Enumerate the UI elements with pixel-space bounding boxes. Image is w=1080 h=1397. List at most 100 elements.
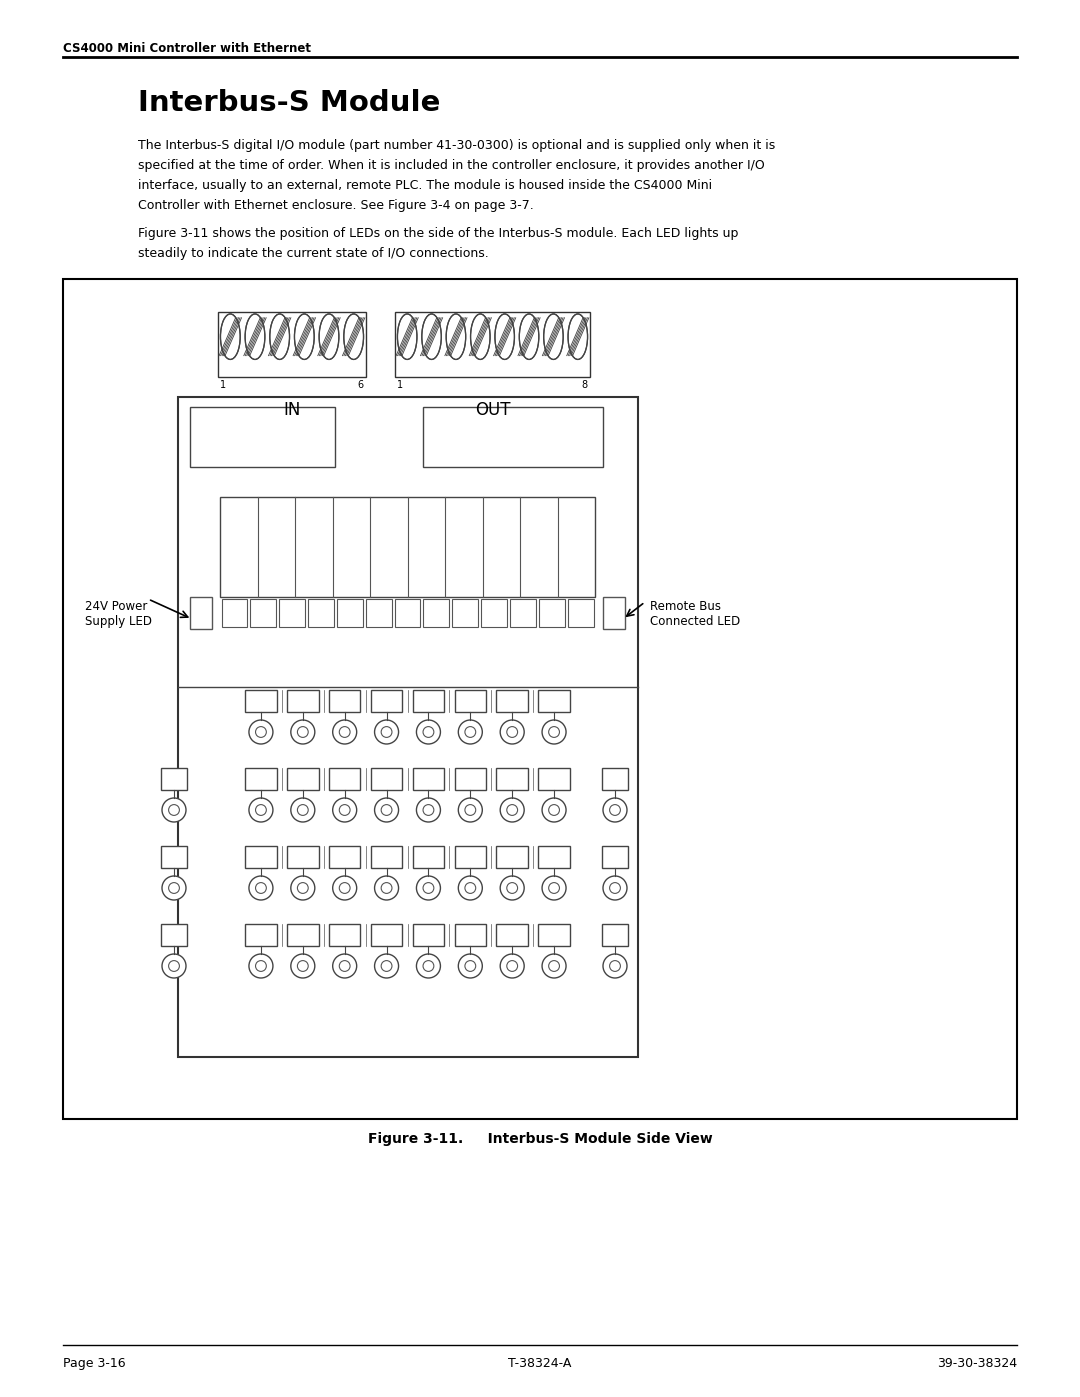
Bar (538, 847, 570, 868)
Text: specified at the time of order. When it is included in the controller enclosure,: specified at the time of order. When it … (138, 159, 765, 172)
Bar (218, 312, 366, 377)
Bar (287, 690, 319, 712)
Bar (370, 768, 402, 789)
Circle shape (375, 719, 399, 745)
Text: 1: 1 (220, 380, 226, 390)
Circle shape (339, 883, 350, 894)
Circle shape (297, 805, 308, 816)
Circle shape (256, 726, 267, 738)
Bar (423, 599, 449, 627)
Circle shape (603, 954, 627, 978)
Circle shape (458, 954, 483, 978)
Circle shape (603, 798, 627, 821)
Circle shape (297, 726, 308, 738)
Bar (220, 497, 595, 597)
Circle shape (297, 883, 308, 894)
Bar (161, 768, 187, 789)
Circle shape (375, 954, 399, 978)
Text: interface, usually to an external, remote PLC. The module is housed inside the C: interface, usually to an external, remot… (138, 179, 712, 191)
Circle shape (507, 961, 517, 971)
Circle shape (609, 805, 620, 816)
Circle shape (549, 805, 559, 816)
Bar (394, 599, 420, 627)
Bar (161, 923, 187, 946)
Bar (602, 768, 627, 789)
Circle shape (507, 805, 517, 816)
Text: IN: IN (283, 401, 300, 419)
Bar (329, 923, 361, 946)
Bar (538, 690, 570, 712)
Bar (455, 690, 486, 712)
Circle shape (458, 798, 483, 821)
Circle shape (542, 798, 566, 821)
Circle shape (333, 954, 356, 978)
Bar (395, 312, 590, 377)
Bar (497, 923, 528, 946)
Circle shape (507, 726, 517, 738)
Circle shape (339, 726, 350, 738)
Circle shape (375, 798, 399, 821)
Bar (453, 599, 478, 627)
Bar (337, 599, 363, 627)
Circle shape (500, 954, 524, 978)
Text: OUT: OUT (475, 401, 510, 419)
Circle shape (464, 961, 475, 971)
Bar (413, 923, 444, 946)
Text: 8: 8 (582, 380, 588, 390)
Text: Figure 3-11.     Interbus-S Module Side View: Figure 3-11. Interbus-S Module Side View (367, 1132, 713, 1146)
Circle shape (423, 961, 434, 971)
Circle shape (381, 883, 392, 894)
Circle shape (423, 883, 434, 894)
Circle shape (458, 719, 483, 745)
Bar (245, 847, 276, 868)
Circle shape (464, 805, 475, 816)
Circle shape (417, 719, 441, 745)
Circle shape (162, 798, 186, 821)
Bar (366, 599, 392, 627)
Circle shape (381, 961, 392, 971)
Bar (413, 690, 444, 712)
Text: T-38324-A: T-38324-A (509, 1356, 571, 1370)
Circle shape (500, 719, 524, 745)
Ellipse shape (245, 314, 265, 359)
Ellipse shape (220, 314, 240, 359)
Circle shape (603, 876, 627, 900)
Circle shape (256, 883, 267, 894)
Text: 6: 6 (357, 380, 364, 390)
Circle shape (248, 954, 273, 978)
Ellipse shape (422, 314, 442, 359)
Bar (602, 847, 627, 868)
Bar (287, 768, 319, 789)
Text: Interbus-S Module: Interbus-S Module (138, 89, 441, 117)
Circle shape (291, 954, 314, 978)
Circle shape (333, 719, 356, 745)
Bar (245, 690, 276, 712)
Circle shape (291, 719, 314, 745)
Ellipse shape (397, 314, 417, 359)
Circle shape (542, 954, 566, 978)
Circle shape (162, 876, 186, 900)
Ellipse shape (295, 314, 314, 359)
Bar (539, 599, 565, 627)
Bar (603, 597, 625, 629)
Bar (280, 599, 305, 627)
Circle shape (549, 883, 559, 894)
Circle shape (381, 805, 392, 816)
Text: Remote Bus
Connected LED: Remote Bus Connected LED (650, 599, 740, 629)
Circle shape (542, 719, 566, 745)
Circle shape (464, 726, 475, 738)
Circle shape (417, 876, 441, 900)
Text: Controller with Ethernet enclosure. See Figure 3-4 on page 3-7.: Controller with Ethernet enclosure. See … (138, 198, 534, 212)
Ellipse shape (343, 314, 364, 359)
Bar (602, 923, 627, 946)
Bar (190, 597, 212, 629)
Bar (329, 690, 361, 712)
Ellipse shape (319, 314, 339, 359)
Ellipse shape (568, 314, 588, 359)
Circle shape (423, 805, 434, 816)
Circle shape (333, 876, 356, 900)
Bar (413, 768, 444, 789)
Circle shape (500, 876, 524, 900)
Bar (308, 599, 334, 627)
Circle shape (256, 805, 267, 816)
